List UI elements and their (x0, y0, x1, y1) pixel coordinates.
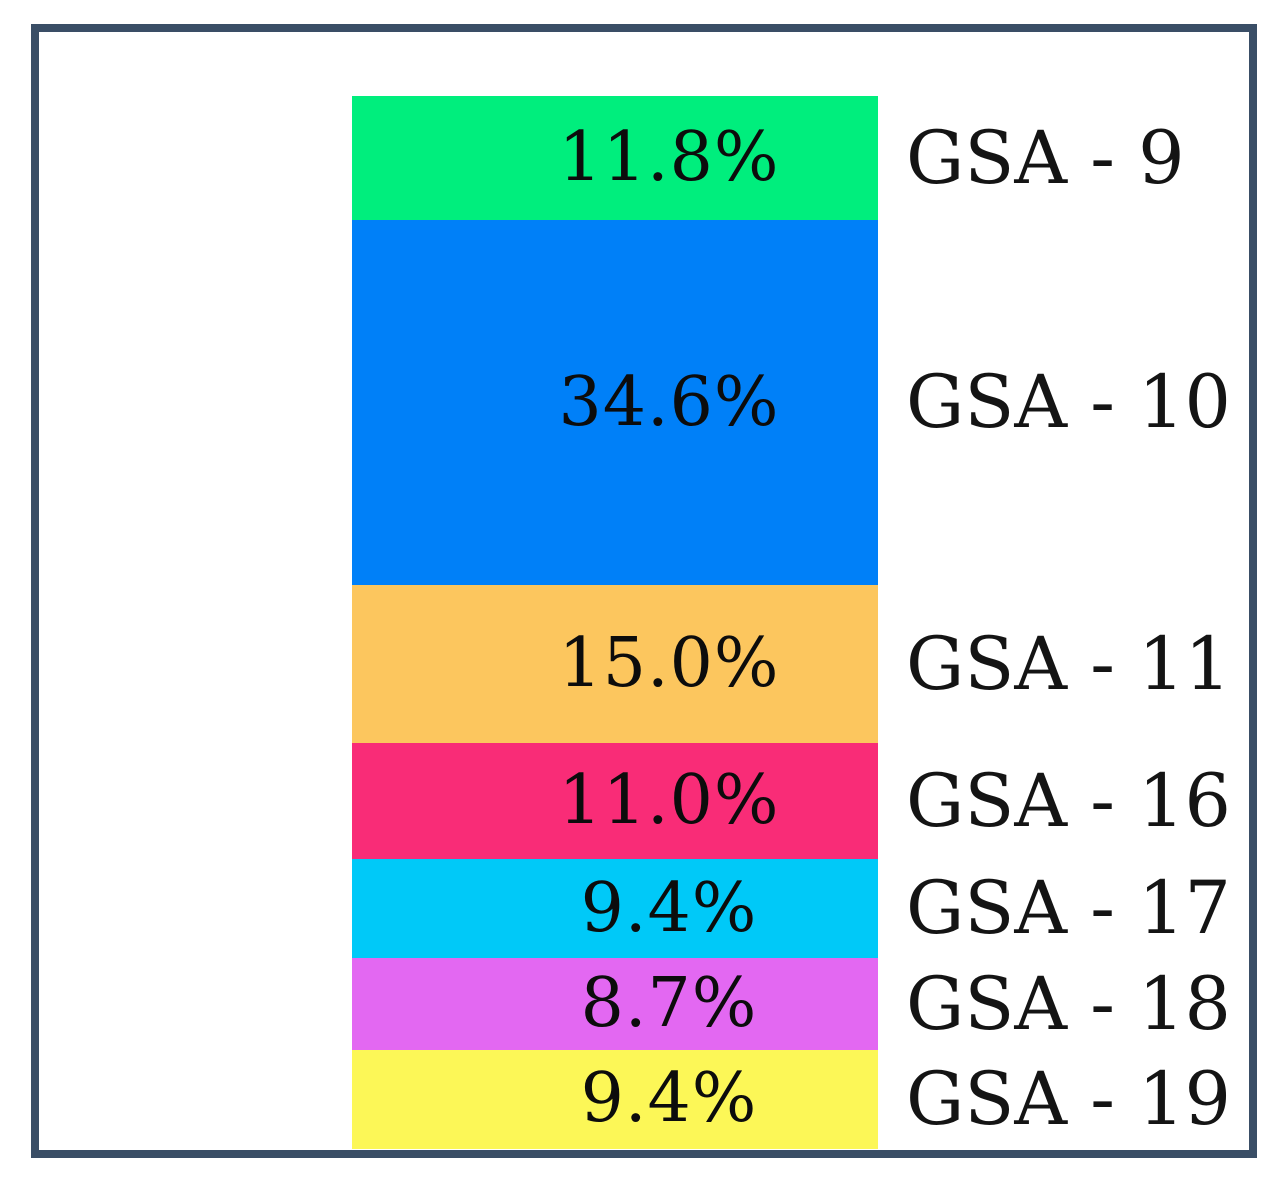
segment-value-label: 34.6% (558, 362, 780, 442)
category-label-row-gsa-19: GSA - 19 (906, 1050, 1283, 1149)
category-label-row-gsa-10: GSA - 10 (906, 220, 1283, 585)
segment-value-label: 15.0% (558, 624, 780, 704)
category-label: GSA - 19 (906, 1056, 1232, 1142)
bar-segment-gsa-11: 15.0% (352, 585, 878, 744)
segment-value-label: 9.4% (580, 1059, 758, 1139)
category-label: GSA - 16 (906, 758, 1232, 844)
segment-value-label: 11.8% (558, 118, 780, 198)
category-label: GSA - 9 (906, 115, 1185, 201)
bar-segment-gsa-9: 11.8% (352, 96, 878, 221)
bar-segment-gsa-19: 9.4% (352, 1049, 878, 1149)
bar-segment-gsa-10: 34.6% (352, 220, 878, 586)
stacked-bar-chart: 11.8% 34.6% 15.0% 11.0% 9.4% 8.7% 9.4% GSA - 9… (352, 96, 1283, 1149)
stacked-bar: 11.8% 34.6% 15.0% 11.0% 9.4% 8.7% 9.4% (352, 96, 878, 1149)
category-label-row-gsa-18: GSA - 18 (906, 958, 1283, 1050)
category-label-row-gsa-16: GSA - 16 (906, 743, 1283, 859)
figure-frame: 11.8% 34.6% 15.0% 11.0% 9.4% 8.7% 9.4% GSA - 9… (31, 24, 1257, 1158)
segment-value-label: 11.0% (558, 761, 780, 841)
category-label-row-gsa-17: GSA - 17 (906, 859, 1283, 958)
category-label: GSA - 17 (906, 866, 1232, 952)
segment-value-label: 9.4% (580, 868, 758, 948)
category-label: GSA - 10 (906, 360, 1232, 446)
category-label: GSA - 18 (906, 961, 1232, 1047)
category-label-column: GSA - 9 GSA - 10 GSA - 11 GSA - 16 GSA - 17 G… (906, 96, 1283, 1149)
bar-segment-gsa-18: 8.7% (352, 958, 878, 1050)
category-label: GSA - 11 (906, 621, 1232, 707)
category-label-row-gsa-9: GSA - 9 (906, 96, 1283, 220)
bar-segment-gsa-17: 9.4% (352, 859, 878, 959)
segment-value-label: 8.7% (580, 964, 758, 1044)
bar-segment-gsa-16: 11.0% (352, 743, 878, 860)
category-label-row-gsa-11: GSA - 11 (906, 585, 1283, 743)
